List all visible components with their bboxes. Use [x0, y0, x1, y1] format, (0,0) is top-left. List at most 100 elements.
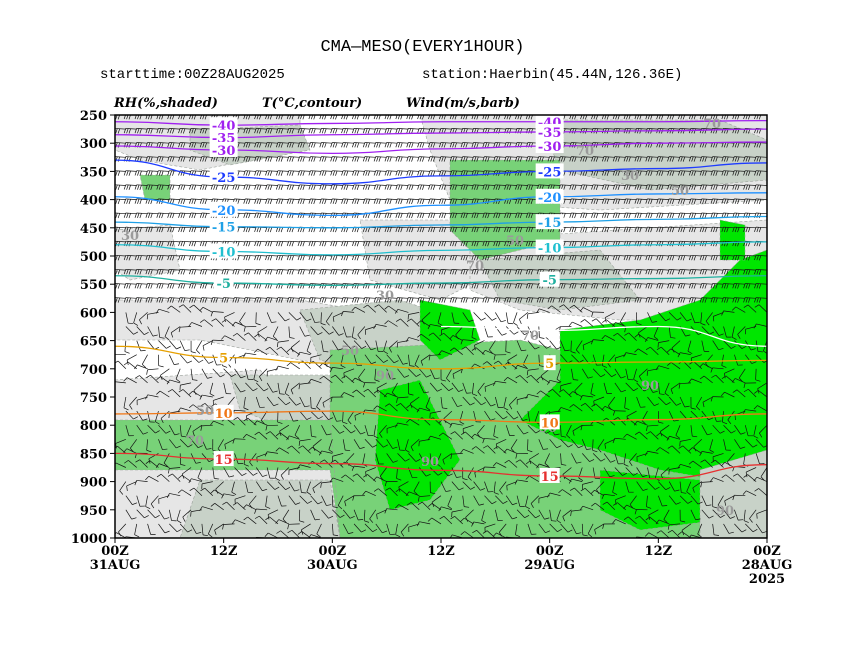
- wind-barb-flag: [259, 241, 262, 247]
- wind-barb-flag: [639, 156, 642, 162]
- wind-barb-flag: [758, 170, 762, 176]
- wind-barb-flag: [693, 128, 696, 134]
- wind-barb-flag: [193, 199, 197, 205]
- wind-barb-flag: [411, 170, 414, 176]
- wind-barb-staff: [560, 407, 572, 412]
- wind-barb-flag: [550, 156, 553, 162]
- wind-barb-staff: [723, 212, 735, 215]
- wind-barb-staff: [701, 226, 713, 229]
- wind-barb-staff: [527, 297, 539, 299]
- wind-barb-staff: [256, 240, 268, 243]
- wind-barb-staff: [745, 283, 757, 285]
- wind-barb-staff: [571, 226, 583, 229]
- wind-barb-staff: [701, 340, 705, 352]
- wind-barb-staff: [343, 142, 355, 144]
- wind-barb-flag: [419, 156, 422, 162]
- wind-barb-flag: [650, 283, 653, 289]
- wind-barb-staff: [201, 269, 213, 271]
- wind-barb-staff: [560, 439, 569, 448]
- wind-barb-staff: [560, 184, 572, 186]
- wind-barb-flag: [633, 379, 639, 383]
- wind-barb-staff: [691, 354, 702, 359]
- wind-barb-flag: [234, 269, 238, 275]
- wind-barb-staff: [179, 340, 186, 351]
- wind-barb-staff: [669, 198, 681, 200]
- wind-barb-staff: [571, 368, 574, 380]
- wind-barb-flag: [650, 255, 653, 261]
- wind-barb-flag: [582, 255, 585, 261]
- wind-barb-flag: [365, 142, 368, 148]
- wind-barb-staff: [723, 226, 735, 229]
- wind-barb-flag: [639, 199, 642, 205]
- wind-barb-flag: [343, 255, 346, 261]
- wind-barb-staff: [566, 425, 572, 436]
- wind-barb-flag: [748, 170, 751, 176]
- wind-barb-flag: [332, 128, 335, 134]
- wind-barb-staff: [343, 128, 355, 130]
- wind-barb-staff: [725, 375, 735, 384]
- wind-barb-flag: [557, 528, 562, 533]
- wind-barb-staff: [538, 184, 550, 186]
- wind-barb-staff: [544, 453, 550, 464]
- wind-barb-staff: [625, 198, 637, 200]
- wind-barb-flag: [604, 443, 606, 449]
- wind-barb-flag: [647, 198, 651, 204]
- wind-barb-flag: [556, 378, 562, 383]
- wind-barb-staff: [516, 156, 528, 158]
- wind-barb-flag: [585, 255, 588, 261]
- wind-barb-flag: [734, 269, 738, 275]
- wind-barb-flag: [665, 401, 671, 406]
- wind-barb-staff: [701, 451, 713, 454]
- wind-barb-staff: [734, 509, 739, 521]
- wind-barb-flag: [560, 297, 564, 303]
- wind-barb-staff: [647, 128, 659, 130]
- wind-barb-staff: [658, 340, 670, 343]
- wind-barb-flag: [291, 241, 294, 247]
- wind-barb-flag: [365, 184, 368, 190]
- wind-barb-flag: [376, 198, 379, 204]
- wind-barb-flag: [650, 269, 653, 275]
- wind-barb-staff: [288, 156, 300, 158]
- wind-barb-staff: [277, 297, 289, 299]
- wind-barb-staff: [712, 184, 724, 186]
- wind-barb-flag: [756, 184, 759, 190]
- wind-barb-flag: [720, 514, 725, 518]
- wind-barb-staff: [245, 352, 257, 356]
- wind-barb-flag: [313, 241, 316, 247]
- wind-barb-staff: [755, 212, 767, 215]
- wind-barb-flag: [732, 389, 738, 393]
- wind-barb-flag: [570, 351, 576, 354]
- wind-barb-flag: [680, 520, 686, 523]
- wind-barb-staff: [669, 184, 681, 186]
- wind-barb-staff: [529, 460, 540, 468]
- wind-barb-staff: [734, 297, 746, 299]
- wind-barb-staff: [755, 523, 763, 534]
- wind-barb-flag: [693, 142, 696, 148]
- wind-barb-flag: [613, 502, 618, 506]
- wind-barb-flag: [441, 198, 444, 204]
- wind-barb-staff: [603, 467, 611, 478]
- wind-barb-flag: [713, 283, 716, 289]
- wind-barb-staff: [647, 184, 659, 186]
- wind-barb-flag: [642, 474, 648, 478]
- wind-barb-staff: [723, 326, 727, 338]
- wind-barb-flag: [671, 170, 675, 176]
- wind-barb-flag: [704, 227, 707, 233]
- wind-barb-staff: [582, 142, 594, 144]
- wind-barb-staff: [659, 447, 670, 454]
- wind-barb-flag: [595, 241, 599, 247]
- wind-barb-flag: [443, 199, 447, 205]
- wind-barb-staff: [712, 367, 724, 370]
- wind-barb-flag: [595, 269, 599, 275]
- wind-barb-flag: [335, 255, 338, 261]
- wind-barb-staff: [310, 128, 322, 130]
- wind-barb-staff: [528, 394, 539, 398]
- wind-barb-flag: [617, 199, 620, 205]
- wind-barb-staff: [639, 368, 648, 377]
- wind-barb-staff: [702, 396, 713, 403]
- wind-barb-flag: [552, 156, 555, 162]
- wind-barb-flag: [411, 199, 414, 205]
- wind-barb-flag: [530, 199, 533, 205]
- wind-barb-flag: [574, 227, 577, 233]
- wind-barb-flag: [753, 405, 758, 410]
